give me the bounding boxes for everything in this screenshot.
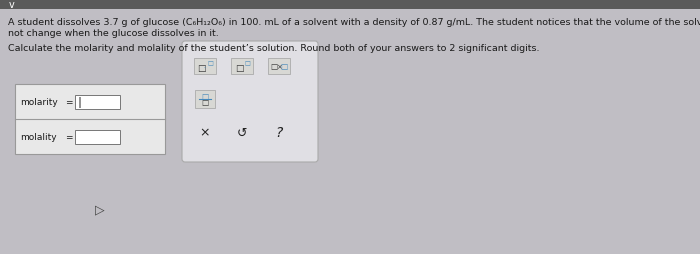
Text: □: □ — [202, 92, 209, 101]
FancyBboxPatch shape — [194, 59, 216, 75]
Text: .: . — [203, 63, 205, 69]
Text: □: □ — [207, 61, 213, 66]
FancyBboxPatch shape — [268, 59, 290, 75]
Text: |: | — [78, 97, 82, 108]
FancyBboxPatch shape — [75, 130, 120, 144]
Text: □: □ — [234, 63, 244, 72]
Text: □: □ — [202, 98, 209, 107]
FancyBboxPatch shape — [75, 95, 120, 109]
Text: ×: × — [276, 64, 282, 70]
Text: ×: × — [199, 126, 210, 139]
FancyBboxPatch shape — [15, 85, 165, 154]
Text: molality: molality — [20, 133, 57, 141]
Text: =: = — [65, 98, 73, 107]
FancyBboxPatch shape — [182, 42, 318, 162]
FancyBboxPatch shape — [195, 91, 215, 108]
Text: □: □ — [197, 63, 205, 72]
Text: ▷: ▷ — [95, 203, 105, 216]
Text: ?: ? — [275, 125, 283, 139]
Text: v: v — [9, 0, 15, 10]
FancyBboxPatch shape — [231, 59, 253, 75]
Text: Calculate the molarity and molality of the student’s solution. Round both of you: Calculate the molarity and molality of t… — [8, 44, 540, 53]
Text: □: □ — [244, 61, 250, 66]
Text: not change when the glucose dissolves in it.: not change when the glucose dissolves in… — [8, 29, 218, 38]
Text: □: □ — [270, 62, 278, 71]
Text: molarity: molarity — [20, 98, 57, 107]
FancyBboxPatch shape — [0, 0, 700, 10]
Text: A student dissolves 3.7 g of glucose (C₆H₁₂O₆) in 100. mL of a solvent with a de: A student dissolves 3.7 g of glucose (C₆… — [8, 18, 700, 27]
Text: □: □ — [281, 62, 288, 71]
Text: ↺: ↺ — [237, 126, 247, 139]
Text: =: = — [65, 133, 73, 141]
